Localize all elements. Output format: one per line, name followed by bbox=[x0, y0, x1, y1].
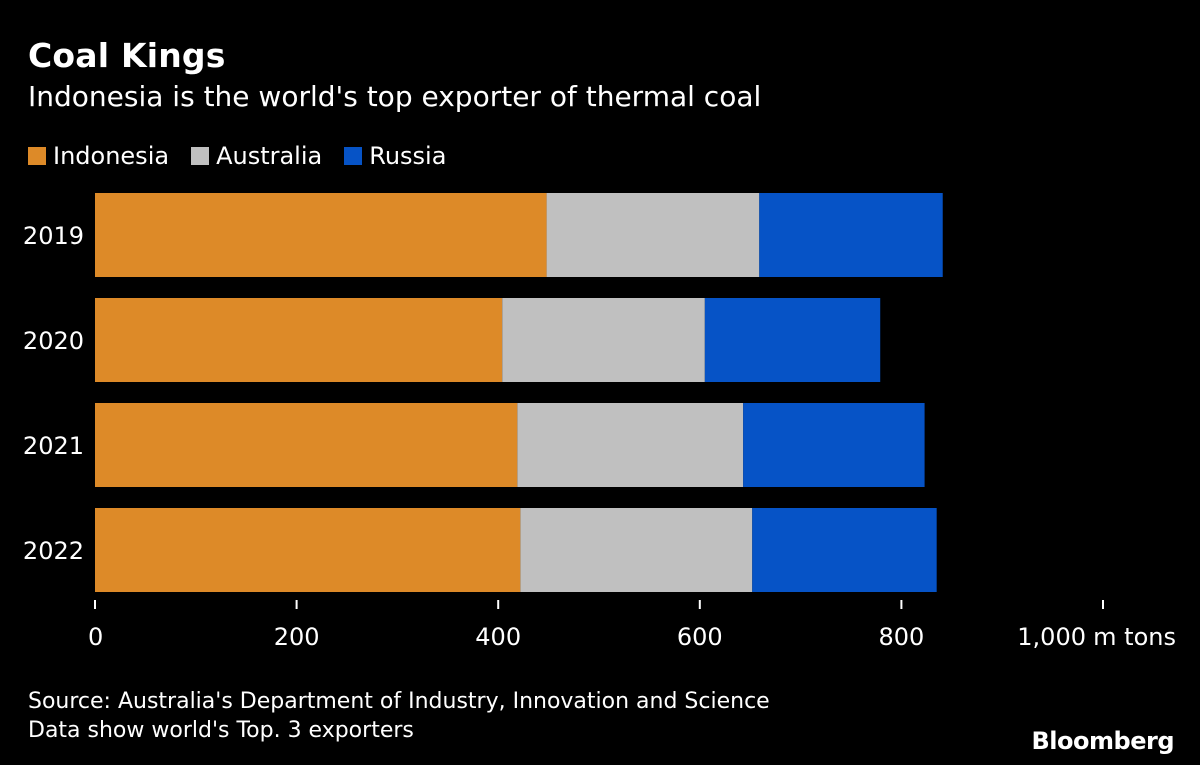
y-tick-label-2019: 2019 bbox=[23, 222, 84, 250]
legend-item-indonesia: Indonesia bbox=[28, 142, 169, 170]
y-tick-label-2020: 2020 bbox=[23, 327, 84, 355]
bar-2021-russia bbox=[743, 403, 925, 487]
bar-2022-russia bbox=[752, 508, 937, 592]
bar-2019-indonesia bbox=[95, 193, 547, 277]
legend-label-russia: Russia bbox=[369, 142, 447, 170]
y-tick-label-2022: 2022 bbox=[23, 537, 84, 565]
bar-2020-australia bbox=[502, 298, 705, 382]
chart-subtitle: Indonesia is the world's top exporter of… bbox=[28, 80, 762, 113]
data-note: Data show world's Top. 3 exporters bbox=[28, 718, 414, 743]
y-tick-label-2021: 2021 bbox=[23, 432, 84, 460]
x-tick-label-600: 600 bbox=[677, 623, 723, 651]
legend-item-australia: Australia bbox=[191, 142, 322, 170]
legend-label-australia: Australia bbox=[216, 142, 323, 170]
bar-2021-indonesia bbox=[95, 403, 518, 487]
bar-2020-indonesia bbox=[95, 298, 503, 382]
x-tick-label-400: 400 bbox=[475, 623, 521, 651]
bar-2019-australia bbox=[546, 193, 760, 277]
legend-swatch-russia bbox=[344, 147, 363, 165]
x-axis-unit-label: m tons bbox=[1093, 623, 1176, 651]
legend-swatch-indonesia bbox=[28, 147, 46, 165]
x-tick-label-0: 0 bbox=[88, 623, 103, 651]
legend: Indonesia Australia Russia bbox=[28, 140, 468, 172]
bar-2022-indonesia bbox=[95, 508, 521, 592]
bar-2021-australia bbox=[517, 403, 744, 487]
x-tick-label-800: 800 bbox=[878, 623, 924, 651]
x-tick-label-1000: 1,000 bbox=[1017, 623, 1086, 651]
bar-2022-australia bbox=[520, 508, 753, 592]
bar-2020-russia bbox=[704, 298, 881, 382]
source-note: Source: Australia's Department of Indust… bbox=[28, 689, 770, 714]
legend-label-indonesia: Indonesia bbox=[53, 142, 170, 170]
legend-item-russia: Russia bbox=[344, 142, 446, 170]
bar-2019-russia bbox=[759, 193, 943, 277]
x-tick-label-200: 200 bbox=[274, 623, 320, 651]
bloomberg-logo: Bloomberg bbox=[1031, 727, 1175, 755]
chart-title: Coal Kings bbox=[28, 36, 226, 75]
legend-swatch-australia bbox=[191, 147, 210, 165]
